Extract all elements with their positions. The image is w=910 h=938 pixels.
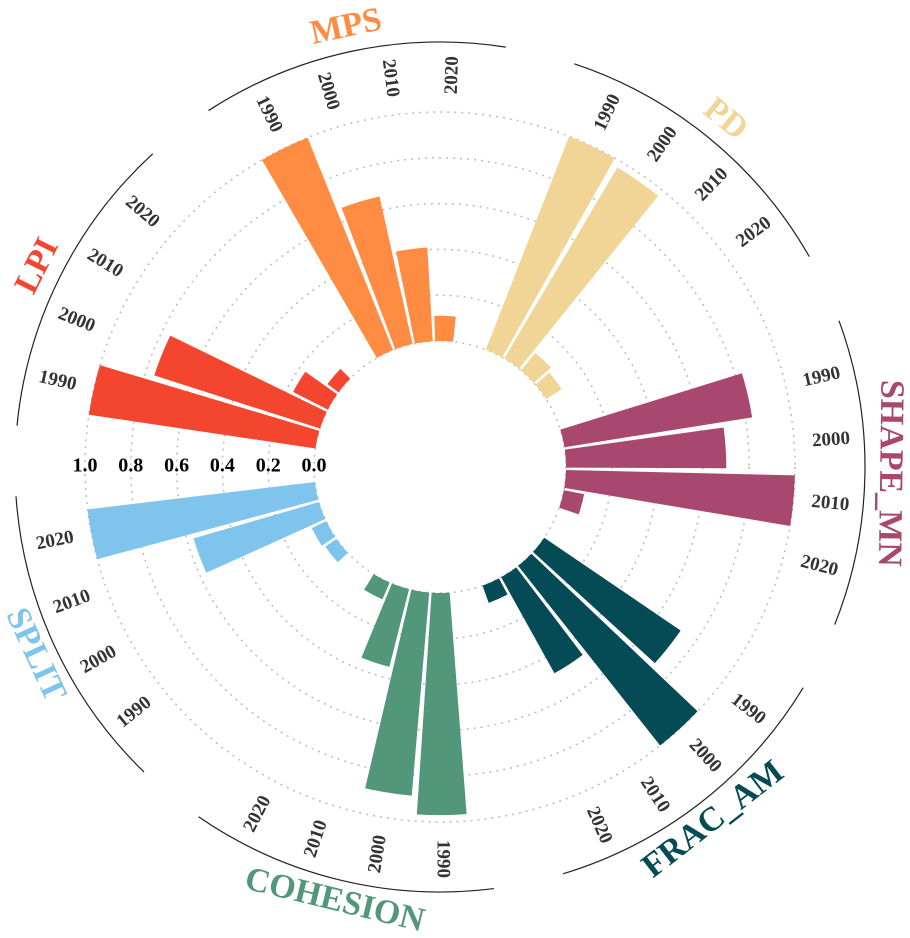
year-label: 2010 <box>378 58 404 98</box>
bar <box>564 427 727 469</box>
bar <box>341 196 413 350</box>
y-tick-label: 0.6 <box>164 455 189 477</box>
series-name: LPI <box>8 232 66 299</box>
year-label: 1990 <box>433 840 454 878</box>
group-arc <box>208 41 506 112</box>
bar <box>482 578 508 603</box>
year-label: 1990 <box>251 92 287 135</box>
year-label: 1990 <box>37 366 79 395</box>
bar <box>535 372 562 400</box>
bar <box>365 589 430 796</box>
year-label: 2020 <box>798 551 840 581</box>
group-arc <box>16 153 154 426</box>
year-label: 1990 <box>113 692 156 732</box>
bar <box>325 538 348 563</box>
year-label: 2000 <box>77 641 120 678</box>
series-name: PD <box>697 90 756 147</box>
year-label: 2000 <box>55 303 98 337</box>
bar <box>311 521 336 546</box>
year-label: 2020 <box>121 191 164 232</box>
year-label: 1990 <box>727 689 770 729</box>
grid-circle <box>130 157 750 777</box>
group-arc <box>834 320 866 625</box>
bar <box>520 352 551 383</box>
year-label: 2010 <box>636 773 674 816</box>
series-name: SHAPE_MN <box>871 380 910 568</box>
bar <box>434 315 456 342</box>
bar <box>87 482 319 560</box>
group-arc <box>562 687 804 875</box>
group-arc <box>198 816 494 893</box>
y-tick-label: 0.8 <box>118 455 143 477</box>
bar <box>504 167 659 369</box>
bar <box>559 490 585 515</box>
year-label: 2000 <box>313 70 344 112</box>
year-label: 2010 <box>691 163 733 205</box>
series-name: MPS <box>307 1 385 52</box>
bar <box>261 137 394 358</box>
y-tick-label: 0.4 <box>210 455 235 477</box>
year-label: 2010 <box>83 244 126 282</box>
y-tick-label: 0.0 <box>302 455 327 477</box>
grid-circle <box>84 111 796 823</box>
year-label: 1990 <box>801 362 843 391</box>
bar <box>564 469 795 526</box>
series-name: SPLIT <box>0 602 74 707</box>
bar <box>361 583 410 667</box>
bar <box>154 335 327 429</box>
bar <box>193 502 326 573</box>
group-arc <box>15 496 145 773</box>
bar <box>293 371 338 410</box>
year-label: 2020 <box>441 56 463 95</box>
year-label: 2010 <box>300 817 332 860</box>
year-label: 2000 <box>643 123 682 166</box>
bar <box>518 553 698 746</box>
bar <box>88 365 320 449</box>
y-tick-label: 0.2 <box>256 455 281 477</box>
year-label: 2020 <box>582 804 617 847</box>
year-label: 2020 <box>239 792 275 835</box>
year-label: 2000 <box>364 834 391 875</box>
series-name: COHESION <box>241 860 428 938</box>
year-label: 2000 <box>685 735 726 777</box>
bar <box>327 368 351 393</box>
bar <box>364 574 390 600</box>
bar <box>396 247 433 344</box>
grid-circle <box>313 340 567 594</box>
bar <box>533 537 681 664</box>
year-label: 2010 <box>50 585 93 618</box>
year-label: 2020 <box>34 526 75 554</box>
bar <box>485 136 615 358</box>
bar <box>416 592 467 816</box>
bar <box>501 567 583 674</box>
y-tick-label: 1.0 <box>73 455 98 477</box>
year-label: 2020 <box>732 212 775 252</box>
year-label: 2010 <box>810 491 850 516</box>
year-label: 1990 <box>590 91 625 134</box>
group-arc <box>574 63 810 257</box>
year-label: 2000 <box>811 428 850 451</box>
bar <box>560 373 753 448</box>
